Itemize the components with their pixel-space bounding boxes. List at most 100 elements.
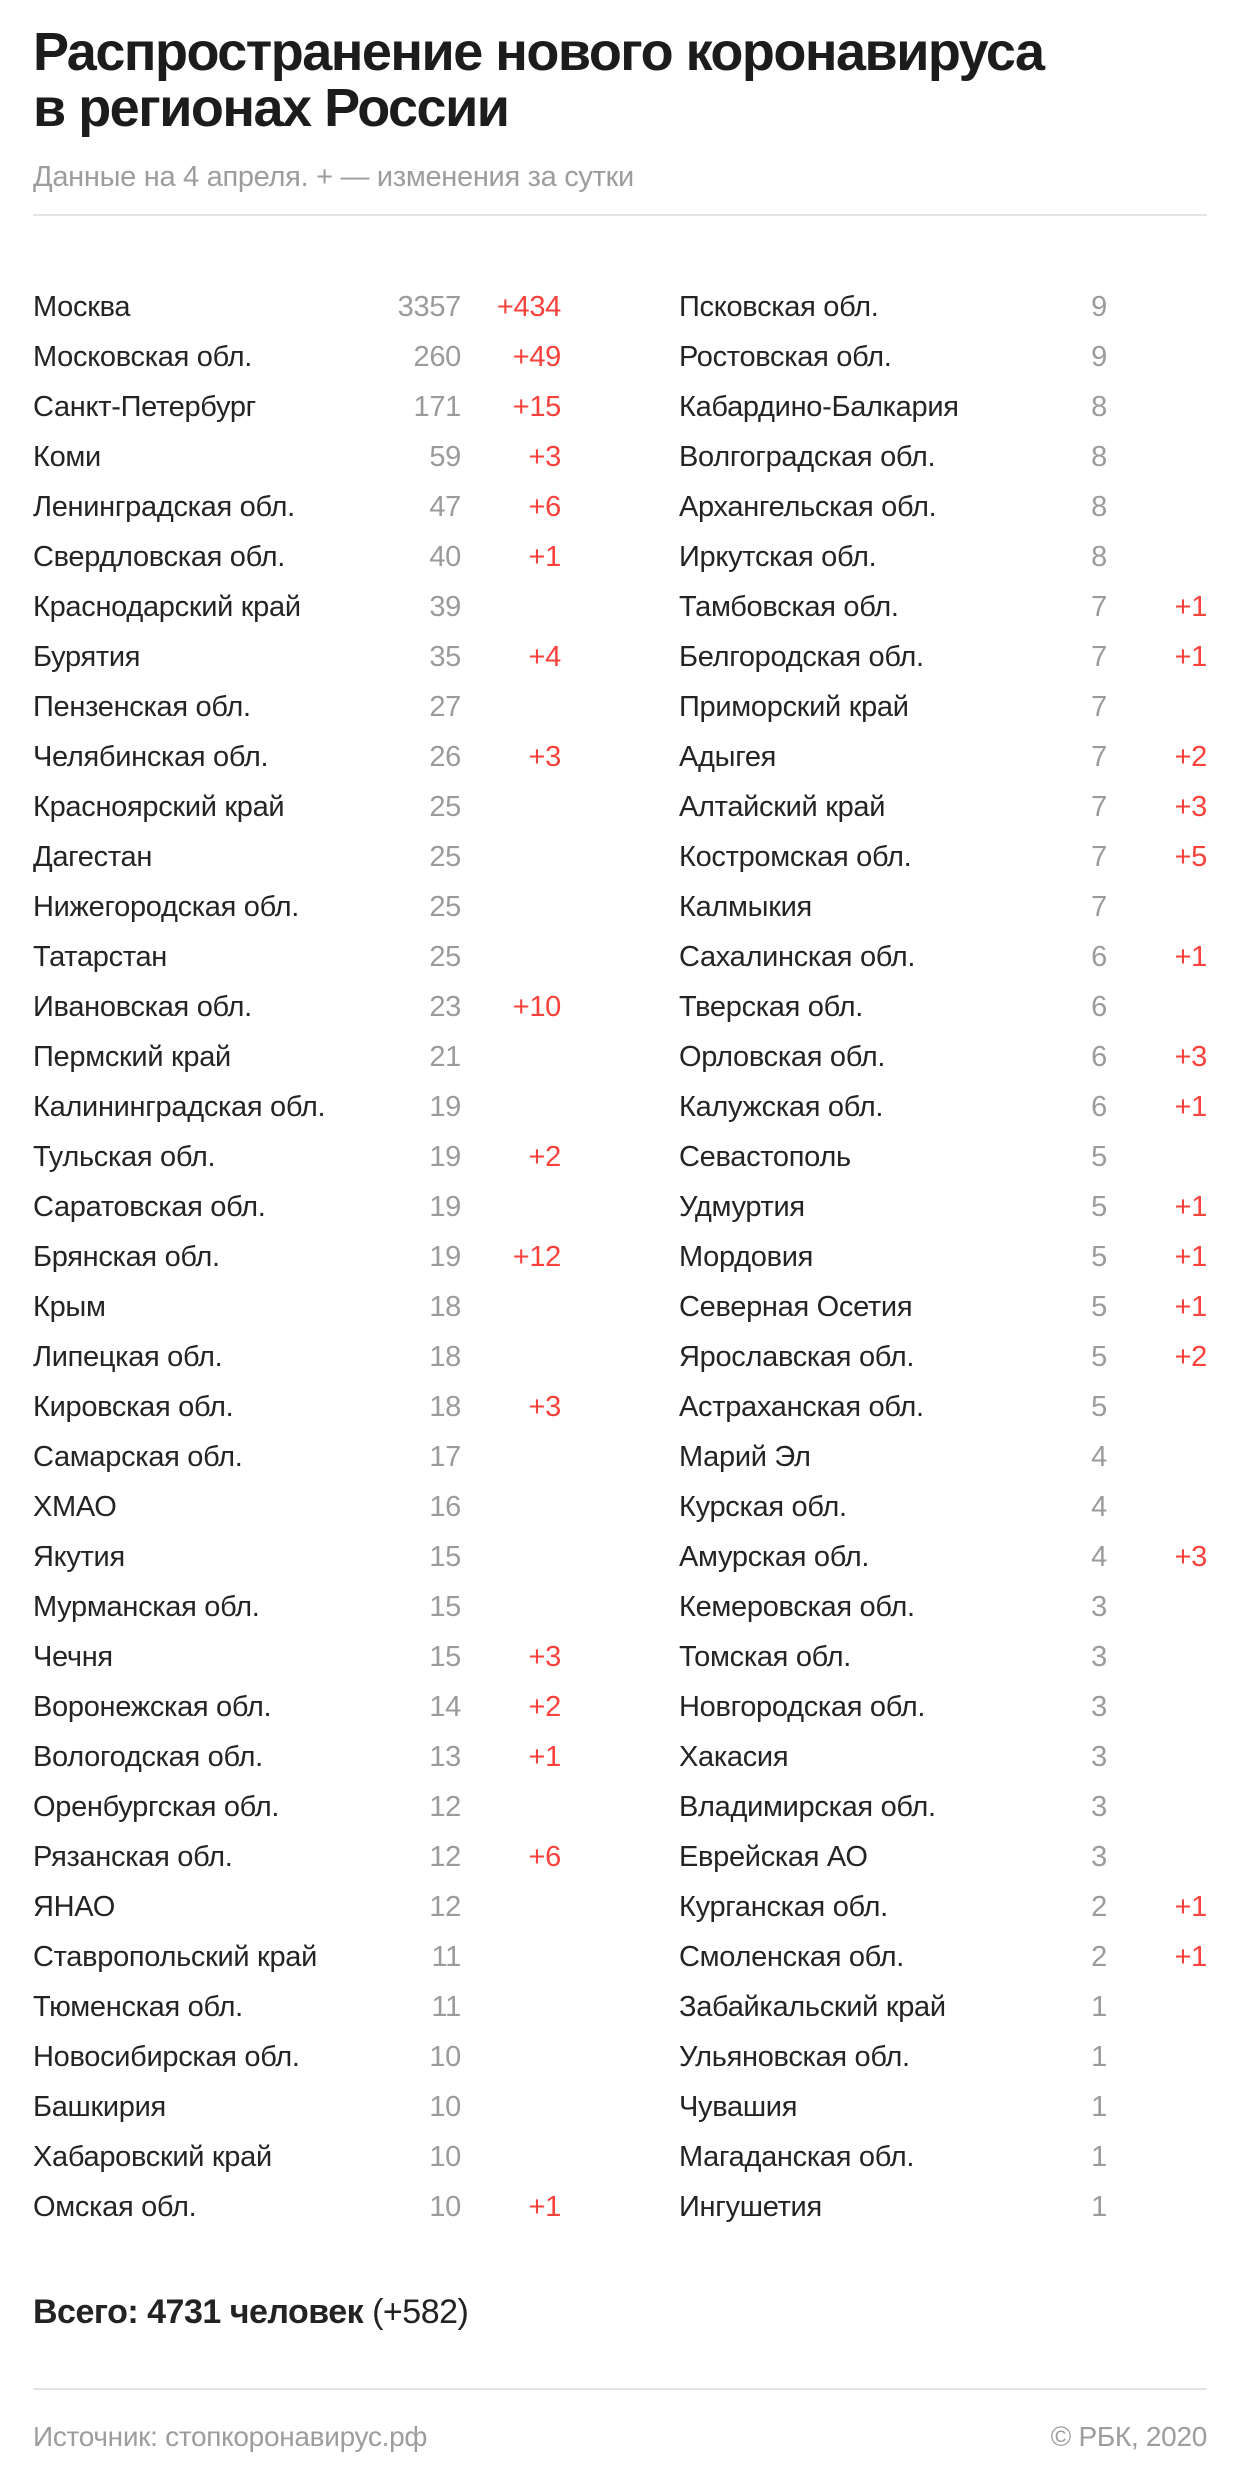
table-row: Татарстан 25 (33, 932, 561, 982)
daily-change: +3 (528, 441, 562, 473)
region-name: Алтайский край (679, 791, 886, 823)
region-name: ХМАО (33, 1491, 117, 1523)
table-row: Ленинградская обл. 47 +6 (33, 482, 561, 532)
table-row: Коми 59 +3 (33, 432, 561, 482)
daily-change: +15 (512, 391, 562, 423)
region-name: Рязанская обл. (33, 1841, 233, 1873)
case-count: 12 (429, 1891, 461, 1923)
region-name: Северная Осетия (679, 1291, 913, 1323)
daily-change: +10 (512, 991, 562, 1023)
case-count: 14 (429, 1691, 461, 1723)
region-name: Владимирская обл. (679, 1791, 936, 1823)
case-count: 35 (429, 641, 461, 673)
case-count: 7 (1091, 741, 1107, 773)
case-count: 12 (429, 1841, 461, 1873)
case-count: 9 (1091, 341, 1107, 373)
region-name: Калининградская обл. (33, 1091, 326, 1123)
daily-change: +5 (1174, 841, 1208, 873)
column-right: Псковская обл. 9 Ростовская обл. 9 Кабар… (679, 282, 1207, 2232)
region-name: Краснодарский край (33, 591, 301, 623)
daily-change: +2 (1174, 741, 1208, 773)
region-name: Курганская обл. (679, 1891, 888, 1923)
case-count: 3357 (397, 291, 462, 323)
table-row: Саратовская обл. 19 (33, 1182, 561, 1232)
table-row: Приморский край 7 (679, 682, 1207, 732)
case-count: 18 (429, 1291, 461, 1323)
case-count: 5 (1091, 1341, 1107, 1373)
case-count: 21 (429, 1041, 461, 1073)
footer-divider (33, 2388, 1207, 2390)
daily-change: +434 (496, 291, 561, 323)
region-name: Чечня (33, 1641, 113, 1673)
case-count: 25 (429, 941, 461, 973)
region-name: Крым (33, 1291, 106, 1323)
table-row: Рязанская обл. 12 +6 (33, 1832, 561, 1882)
case-count: 10 (429, 2141, 461, 2173)
region-name: Севастополь (679, 1141, 851, 1173)
region-name: Нижегородская обл. (33, 891, 300, 923)
case-count: 27 (429, 691, 461, 723)
region-name: Ставропольский край (33, 1941, 318, 1973)
table-row: Крым 18 (33, 1282, 561, 1332)
region-name: Адыгея (679, 741, 777, 773)
region-name: Волгоградская обл. (679, 441, 936, 473)
region-name: Орловская обл. (679, 1041, 886, 1073)
table-row: Московская обл. 260 +49 (33, 332, 561, 382)
daily-change: +3 (1174, 1541, 1208, 1573)
region-name: Якутия (33, 1541, 125, 1573)
region-name: Москва (33, 291, 131, 323)
table-row: Башкирия 10 (33, 2082, 561, 2132)
table-row: Алтайский край 7 +3 (679, 782, 1207, 832)
region-name: Ульяновская обл. (679, 2041, 910, 2073)
daily-change: +3 (528, 741, 562, 773)
daily-change: +1 (1174, 1291, 1208, 1323)
table-row: Бурятия 35 +4 (33, 632, 561, 682)
case-count: 25 (429, 891, 461, 923)
region-name: ЯНАО (33, 1891, 115, 1923)
table-row: Курганская обл. 2 +1 (679, 1882, 1207, 1932)
table-row: Амурская обл. 4 +3 (679, 1532, 1207, 1582)
case-count: 11 (431, 1991, 461, 2023)
table-row: Кировская обл. 18 +3 (33, 1382, 561, 1432)
table-row: Астраханская обл. 5 (679, 1382, 1207, 1432)
case-count: 6 (1091, 1041, 1107, 1073)
table-row: ЯНАО 12 (33, 1882, 561, 1932)
region-name: Новосибирская обл. (33, 2041, 300, 2073)
case-count: 4 (1091, 1541, 1107, 1573)
region-name: Ярославская обл. (679, 1341, 915, 1373)
table-row: Омская обл. 10 +1 (33, 2182, 561, 2232)
header-divider (33, 214, 1207, 216)
region-name: Саратовская обл. (33, 1191, 266, 1223)
table-row: Ярославская обл. 5 +2 (679, 1332, 1207, 1382)
region-name: Пензенская обл. (33, 691, 251, 723)
daily-change: +2 (1174, 1341, 1208, 1373)
region-name: Томская обл. (679, 1641, 852, 1673)
daily-change: +1 (528, 1741, 562, 1773)
case-count: 171 (413, 391, 462, 423)
table-row: Калмыкия 7 (679, 882, 1207, 932)
case-count: 3 (1091, 1741, 1107, 1773)
page-title-line2: в регионах России (33, 78, 510, 138)
case-count: 3 (1091, 1841, 1107, 1873)
table-row: Пермский край 21 (33, 1032, 561, 1082)
daily-change: +2 (528, 1141, 562, 1173)
table-row: Архангельская обл. 8 (679, 482, 1207, 532)
region-name: Архангельская обл. (679, 491, 937, 523)
case-count: 19 (429, 1191, 461, 1223)
table-row: Томская обл. 3 (679, 1632, 1207, 1682)
region-name: Липецкая обл. (33, 1341, 223, 1373)
total-bold: Всего: 4731 человек (33, 2293, 364, 2331)
table-row: Краснодарский край 39 (33, 582, 561, 632)
table-row: Смоленская обл. 2 +1 (679, 1932, 1207, 1982)
region-name: Самарская обл. (33, 1441, 243, 1473)
region-name: Калмыкия (679, 891, 812, 923)
case-count: 19 (429, 1141, 461, 1173)
table-row: Курская обл. 4 (679, 1482, 1207, 1532)
table-row: Тверская обл. 6 (679, 982, 1207, 1032)
case-count: 10 (429, 2091, 461, 2123)
region-name: Приморский край (679, 691, 909, 723)
case-count: 25 (429, 791, 461, 823)
table-row: Самарская обл. 17 (33, 1432, 561, 1482)
daily-change: +1 (1174, 1941, 1208, 1973)
daily-change: +1 (528, 2191, 562, 2223)
